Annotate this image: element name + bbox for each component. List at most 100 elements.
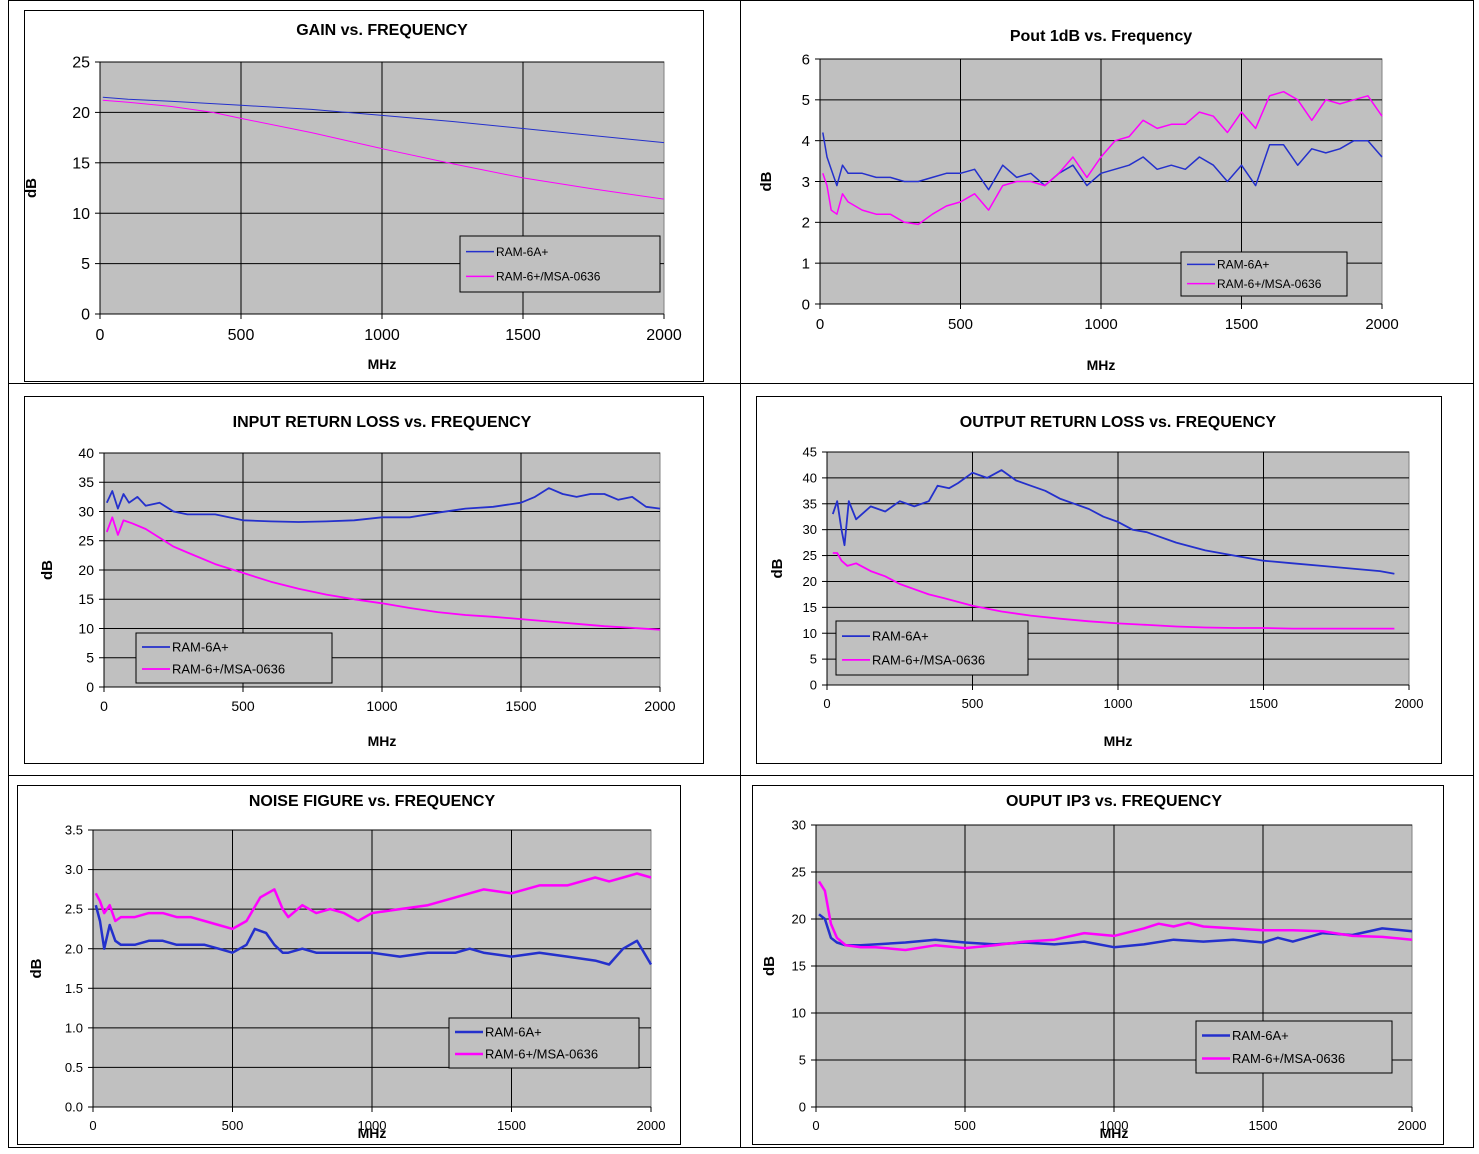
chart-input-return-loss-svg: 0 5 10 15 20 25 30 35 40 0 500 1000 1500 2000 INPUT RE… xyxy=(24,396,704,764)
x-tick-label: 1000 xyxy=(1100,1118,1129,1133)
y-tick-label: 30 xyxy=(78,503,94,519)
y-tick-label: 10 xyxy=(72,206,90,223)
y-tick-label: 5 xyxy=(81,256,90,273)
y-tick-label: 25 xyxy=(792,865,806,880)
row-divider xyxy=(8,383,1474,384)
chart-gain: 0 5 10 15 20 25 0 500 1000 1500 2000 GAIN vs. FREQU… xyxy=(24,10,704,382)
y-axis-label: dB xyxy=(24,178,40,198)
y-tick-label: 40 xyxy=(803,470,817,485)
y-tick-label: 30 xyxy=(803,522,817,537)
x-tick-label: 500 xyxy=(962,696,984,711)
series-line-ram6a xyxy=(94,904,653,966)
y-tick-label: 15 xyxy=(803,600,817,615)
x-tick-label: 0 xyxy=(89,1118,96,1133)
y-tick-label: 5 xyxy=(802,92,810,109)
y-tick-label: 2.5 xyxy=(65,902,83,917)
y-axis-label: dB xyxy=(39,560,56,580)
legend-label-ram6a: RAM-6A+ xyxy=(172,640,229,655)
x-tick-label: 1500 xyxy=(1225,316,1258,333)
y-tick-label: 20 xyxy=(78,562,94,578)
y-tick-label: 0 xyxy=(86,679,94,695)
chart-title: NOISE FIGURE vs. FREQUENCY xyxy=(249,793,496,810)
chart-input-return-loss: 0 5 10 15 20 25 30 35 40 0 500 1000 1500 2000 INPUT RE… xyxy=(24,396,704,764)
y-tick-label: 6 xyxy=(802,51,810,68)
y-tick-label: 0 xyxy=(81,307,90,324)
x-axis-label: MHz xyxy=(368,356,397,372)
y-tick-label: 3.0 xyxy=(65,862,83,877)
x-tick-label: 500 xyxy=(222,1118,244,1133)
chart-output-ip3-svg: 0 5 10 15 20 25 30 0 500 1000 1500 2000 OUPUT IP3 vs… xyxy=(752,785,1444,1145)
legend-label-ram6: RAM-6+/MSA-0636 xyxy=(1232,1051,1345,1066)
y-tick-label: 25 xyxy=(72,55,90,72)
x-tick-label: 1500 xyxy=(505,698,536,714)
series-line-ram6 xyxy=(817,880,1413,952)
x-tick-label: 1500 xyxy=(505,327,541,344)
x-tick-label: 500 xyxy=(948,316,973,333)
series-line-ram6 xyxy=(105,516,661,631)
y-tick-label: 4 xyxy=(802,133,810,150)
legend-label-ram6: RAM-6+/MSA-0636 xyxy=(872,652,985,667)
x-tick-label: 0 xyxy=(100,698,108,714)
legend-box xyxy=(448,1017,640,1069)
y-tick-label: 25 xyxy=(803,548,817,563)
chart-pout1db-svg: 0 1 2 3 4 5 6 0 500 1000 1500 2000 Pout 1dB vs. Freq… xyxy=(758,28,1399,373)
figure-frame xyxy=(8,0,1474,1148)
y-tick-label: 40 xyxy=(78,445,94,461)
legend-label-ram6a: RAM-6A+ xyxy=(1232,1028,1289,1043)
x-tick-label: 1000 xyxy=(366,698,397,714)
y-tick-label: 5 xyxy=(810,652,817,667)
series-line-ram6 xyxy=(102,99,665,200)
y-tick-label: 2 xyxy=(802,215,810,232)
series-line-ram6a xyxy=(822,132,1383,191)
chart-output-ip3: 0 5 10 15 20 25 30 0 500 1000 1500 2000 OUPUT IP3 vs… xyxy=(752,785,1444,1145)
chart-noise-figure: 0.0 0.5 1.0 1.5 2.0 2.5 3.0 3.5 0 500 1000 1500 2000… xyxy=(17,785,681,1145)
x-axis-label: MHz xyxy=(1104,733,1133,749)
y-axis-label: dB xyxy=(758,171,775,191)
y-tick-label: 15 xyxy=(792,959,806,974)
x-axis-label: MHz xyxy=(368,733,397,749)
x-tick-label: 2000 xyxy=(637,1118,666,1133)
y-tick-label: 10 xyxy=(803,626,817,641)
series-line-ram6a xyxy=(105,487,661,523)
y-tick-label: 20 xyxy=(792,912,806,927)
y-tick-label: 0.5 xyxy=(65,1060,83,1075)
chart-output-return-loss: 0 5 10 15 20 25 30 35 40 45 0 500 1000 1500 2000 OUTPUT… xyxy=(756,396,1442,764)
y-tick-label: 25 xyxy=(78,533,94,549)
legend-label-ram6: RAM-6+/MSA-0636 xyxy=(172,662,285,677)
y-tick-label: 15 xyxy=(78,591,94,607)
legend-label-ram6a: RAM-6A+ xyxy=(485,1025,542,1040)
y-axis-label: dB xyxy=(761,956,778,976)
legend-box xyxy=(459,235,661,293)
row-divider xyxy=(8,775,1474,776)
y-tick-label: 5 xyxy=(799,1053,806,1068)
x-tick-label: 1000 xyxy=(364,327,400,344)
x-tick-label: 2000 xyxy=(644,698,675,714)
chart-title: GAIN vs. FREQUENCY xyxy=(296,22,468,39)
y-axis-label: dB xyxy=(28,958,45,978)
legend-box xyxy=(1195,1020,1393,1074)
x-tick-label: 1500 xyxy=(1249,696,1278,711)
legend-box xyxy=(1180,251,1348,297)
x-tick-label: 1000 xyxy=(1084,316,1117,333)
y-tick-label: 10 xyxy=(792,1006,806,1021)
x-tick-label: 2000 xyxy=(1398,1118,1427,1133)
x-tick-label: 2000 xyxy=(1365,316,1398,333)
legend-label-ram6: RAM-6+/MSA-0636 xyxy=(496,270,601,284)
y-tick-label: 10 xyxy=(78,620,94,636)
x-tick-label: 0 xyxy=(816,316,824,333)
x-tick-label: 2000 xyxy=(1395,696,1424,711)
y-tick-label: 3.5 xyxy=(65,823,83,838)
series-line-ram6 xyxy=(832,552,1395,630)
y-tick-label: 0 xyxy=(810,678,817,693)
y-tick-label: 3 xyxy=(802,174,810,191)
y-tick-label: 20 xyxy=(72,105,90,122)
y-tick-label: 0 xyxy=(802,296,810,313)
series-line-ram6 xyxy=(94,872,652,931)
y-tick-label: 1.5 xyxy=(65,981,83,996)
x-tick-label: 500 xyxy=(231,698,255,714)
series-line-ram6a xyxy=(831,469,1395,575)
legend-label-ram6: RAM-6+/MSA-0636 xyxy=(485,1047,598,1062)
x-tick-label: 500 xyxy=(954,1118,976,1133)
y-tick-label: 30 xyxy=(792,818,806,833)
y-tick-label: 45 xyxy=(803,445,817,460)
